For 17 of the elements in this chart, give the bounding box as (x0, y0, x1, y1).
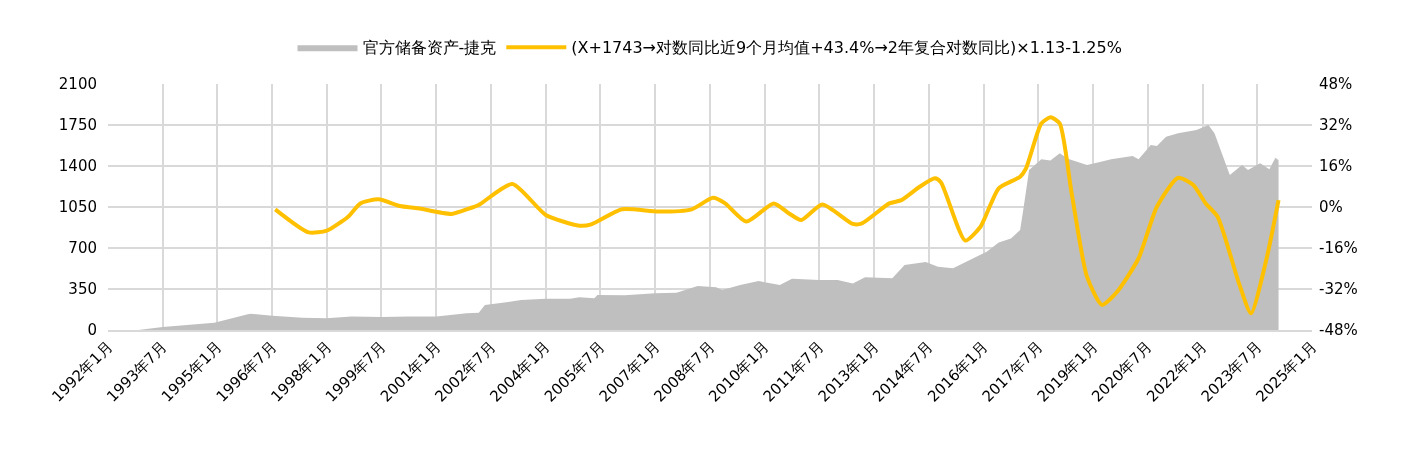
y2-tick-label: -48% (1319, 321, 1358, 340)
y2-tick-label: 32% (1319, 116, 1353, 135)
y-tick-label: 1050 (58, 198, 97, 217)
y-tick-label: 1750 (58, 116, 97, 135)
y2-tick-label: -32% (1319, 280, 1358, 299)
y2-tick-label: 48% (1319, 75, 1353, 94)
y-tick-label: 350 (68, 280, 97, 299)
y-tick-label: 0 (87, 321, 97, 340)
legend-label: 官方储备资产-捷克 (362, 38, 497, 58)
line-series (273, 115, 1281, 316)
y2-tick-label: 16% (1319, 157, 1353, 176)
y2-tick-label: 0% (1319, 198, 1343, 217)
y-tick-label: 2100 (58, 75, 97, 94)
y-tick-label: 700 (68, 239, 97, 258)
y2-tick-label: -16% (1319, 239, 1358, 258)
y-tick-label: 1400 (58, 157, 97, 176)
legend-label: (X+1743→对数同比近9个月均值+43.4%→2年复合对数同比)×1.13-1.25% (571, 38, 1122, 58)
